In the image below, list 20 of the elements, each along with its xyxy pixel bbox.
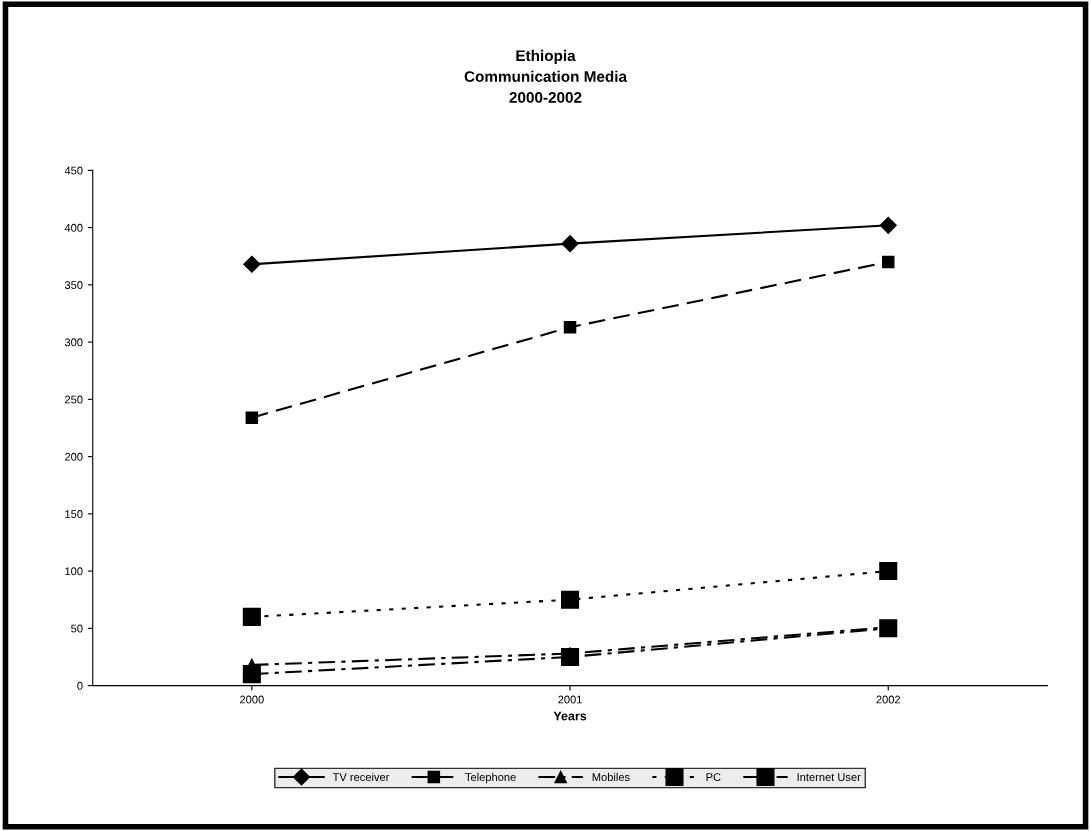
legend-label: Mobiles	[592, 772, 630, 782]
y-tick-label: 250	[65, 395, 83, 404]
legend-label: PC	[706, 773, 721, 782]
y-tick-label: 400	[64, 223, 83, 232]
chart-title: Ethiopia Communication Media 2000-2002	[464, 49, 628, 103]
x-tick-label: 2000	[240, 695, 264, 704]
y-tick-label: 200	[65, 452, 83, 461]
x-tick-label: 2001	[558, 695, 582, 704]
y-tick-label: 350	[64, 281, 83, 289]
y-tick-label: 100	[65, 567, 83, 576]
legend-label: TV receiver	[332, 772, 390, 782]
y-tick-label: 300	[64, 338, 83, 347]
y-tick-label: 450	[64, 166, 83, 175]
x-axis-title: Years	[553, 711, 587, 721]
x-tick-label: 2002	[876, 695, 901, 704]
legend-label: Internet User	[797, 773, 861, 782]
y-tick-label: 0	[77, 681, 83, 690]
y-tick-label: 150	[65, 510, 83, 518]
y-tick-label: 50	[71, 624, 83, 633]
legend-label: Telephone	[465, 772, 516, 784]
